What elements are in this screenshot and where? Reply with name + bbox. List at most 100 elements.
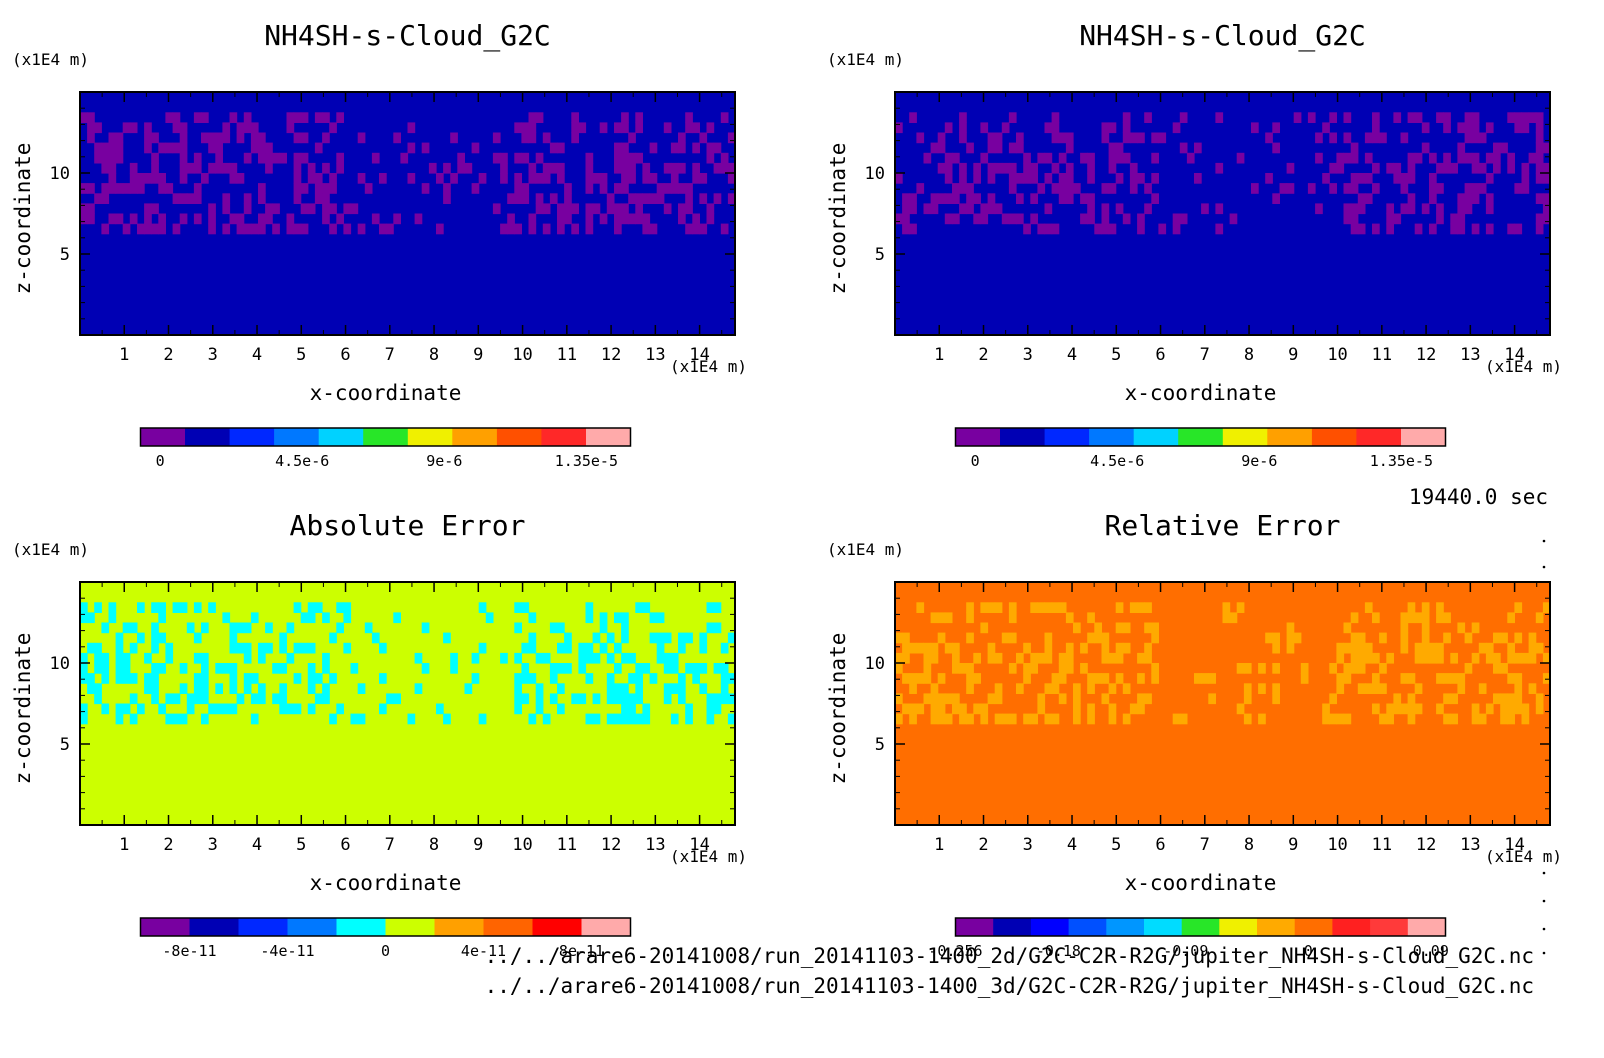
cloud-patch bbox=[1044, 713, 1053, 725]
z-tick-label: 5 bbox=[875, 735, 885, 755]
cloud-patch bbox=[186, 703, 195, 715]
cloud-patch bbox=[1393, 162, 1402, 174]
cloud-patch bbox=[528, 223, 537, 235]
cloud-patch bbox=[201, 132, 209, 144]
cloud-patch bbox=[542, 652, 551, 664]
cloud-patch bbox=[101, 703, 110, 715]
cloud-patch bbox=[279, 663, 287, 674]
cloud-patch bbox=[521, 183, 530, 194]
cloud-patch bbox=[258, 652, 266, 664]
cloud-patch bbox=[243, 112, 252, 123]
cloud-patch bbox=[286, 213, 295, 225]
cloud-patch bbox=[1464, 112, 1473, 123]
cloud-patch bbox=[1179, 213, 1188, 225]
cloud-patch bbox=[236, 642, 245, 654]
z-unit-label: (x1E4 m) bbox=[827, 50, 904, 69]
cloud-patch bbox=[923, 203, 932, 215]
cloud-patch bbox=[1272, 663, 1280, 674]
cloud-patch bbox=[201, 713, 209, 725]
cloud-patch bbox=[1429, 183, 1437, 194]
cloud-patch bbox=[621, 162, 629, 174]
cloud-patch bbox=[1528, 112, 1537, 123]
cloud-patch bbox=[649, 223, 658, 235]
cloud-patch bbox=[1179, 112, 1188, 123]
colorbar-swatch bbox=[1068, 918, 1107, 936]
cloud-patch bbox=[250, 122, 259, 134]
cloud-patch bbox=[1535, 122, 1544, 134]
cloud-patch bbox=[592, 173, 601, 184]
cloud-patch bbox=[286, 703, 295, 715]
cloud-patch bbox=[1535, 173, 1544, 184]
cloud-patch bbox=[1115, 622, 1124, 634]
cloud-patch bbox=[101, 183, 110, 194]
cloud-patch bbox=[265, 642, 273, 654]
cloud-patch bbox=[621, 622, 629, 634]
cloud-patch bbox=[1144, 203, 1152, 215]
cloud-patch bbox=[923, 652, 932, 664]
margin-dot bbox=[1542, 539, 1546, 543]
cloud-patch bbox=[692, 673, 700, 684]
cloud-patch bbox=[1443, 112, 1451, 123]
cloud-patch bbox=[1329, 183, 1337, 194]
cloud-patch bbox=[1436, 183, 1444, 194]
colorbar-swatch bbox=[140, 428, 186, 446]
x-tick-label: 2 bbox=[163, 345, 173, 365]
cloud-patch bbox=[1293, 112, 1302, 123]
cloud-patch bbox=[621, 652, 629, 664]
cloud-patch bbox=[165, 642, 174, 654]
cloud-patch bbox=[959, 663, 967, 674]
cloud-patch bbox=[1386, 703, 1394, 715]
cloud-patch bbox=[1464, 632, 1473, 644]
cloud-patch bbox=[151, 203, 159, 215]
cloud-patch bbox=[229, 632, 238, 644]
cloud-patch bbox=[1172, 122, 1181, 134]
cloud-patch bbox=[930, 652, 939, 664]
cloud-patch bbox=[1414, 652, 1423, 664]
cloud-patch bbox=[314, 673, 323, 684]
cloud-patch bbox=[1108, 122, 1117, 134]
cloud-patch bbox=[293, 642, 302, 654]
cloud-patch bbox=[322, 652, 330, 664]
x-unit-label: (x1E4 m) bbox=[670, 357, 747, 376]
cloud-patch bbox=[87, 132, 95, 144]
cloud-patch bbox=[1044, 223, 1053, 235]
colorbar-swatch bbox=[318, 428, 364, 446]
cloud-patch bbox=[1457, 142, 1466, 154]
cloud-patch bbox=[542, 132, 551, 144]
cloud-patch bbox=[1350, 632, 1359, 644]
cloud-patch bbox=[1357, 193, 1366, 204]
cloud-patch bbox=[208, 162, 216, 174]
colorbar-tick-label: -0.256 bbox=[928, 942, 982, 960]
z-axis-label: z-coordinate bbox=[826, 633, 850, 785]
cloud-patch bbox=[87, 183, 95, 194]
cloud-patch bbox=[585, 602, 594, 613]
cloud-patch bbox=[514, 173, 522, 184]
cloud-patch bbox=[909, 223, 917, 235]
cloud-patch bbox=[1087, 213, 1095, 225]
cloud-patch bbox=[1457, 673, 1466, 684]
cloud-patch bbox=[621, 183, 629, 194]
cloud-patch bbox=[343, 602, 352, 613]
colorbar-swatch bbox=[1401, 428, 1446, 446]
cloud-patch bbox=[542, 162, 551, 174]
cloud-patch bbox=[87, 612, 95, 624]
cloud-patch bbox=[678, 632, 686, 644]
plot-frame bbox=[79, 91, 736, 336]
cloud-patch bbox=[727, 193, 736, 204]
cloud-patch bbox=[514, 652, 522, 664]
colorbar-swatch bbox=[238, 918, 288, 936]
cloud-patch bbox=[1336, 652, 1345, 664]
cloud-patch bbox=[1101, 183, 1110, 194]
cloud-patch bbox=[1137, 652, 1145, 664]
cloud-patch bbox=[528, 612, 537, 624]
cloud-patch bbox=[179, 683, 188, 694]
cloud-patch bbox=[1493, 162, 1501, 174]
cloud-patch bbox=[944, 173, 953, 184]
cloud-patch bbox=[614, 223, 622, 235]
cloud-patch bbox=[606, 203, 615, 215]
cloud-patch bbox=[1208, 673, 1216, 684]
cloud-patch bbox=[1521, 713, 1530, 725]
cloud-patch bbox=[158, 632, 166, 644]
cloud-patch bbox=[1507, 673, 1515, 684]
cloud-patch bbox=[987, 173, 996, 184]
